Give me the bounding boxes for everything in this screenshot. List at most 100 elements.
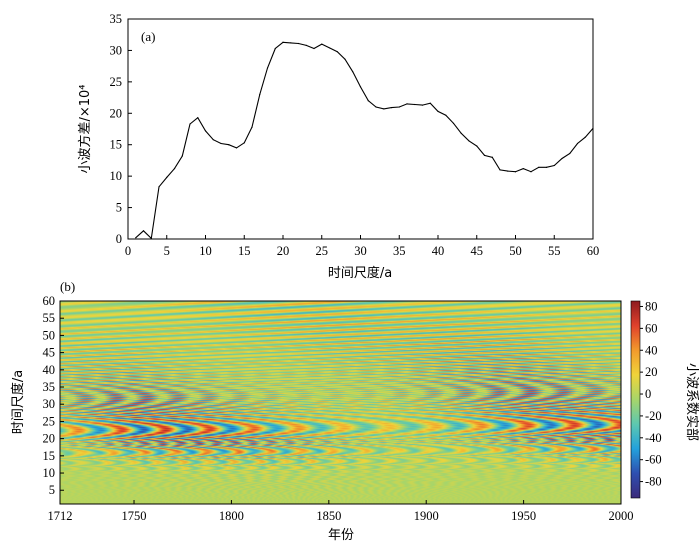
data-point (266, 67, 269, 69)
data-point (375, 106, 377, 108)
x-tick-label-a: 30 (354, 244, 367, 258)
y-tick-label-a: 25 (110, 75, 123, 89)
data-point (507, 170, 509, 172)
data-point (220, 142, 222, 145)
y-tick-label-a: 10 (110, 169, 123, 183)
data-point (592, 127, 594, 129)
data-point (522, 168, 524, 170)
y-tick-label-b: 60 (43, 294, 56, 308)
data-point (545, 166, 548, 168)
y-tick-label-b: 25 (43, 414, 56, 428)
y-tick-label-a: 35 (110, 12, 123, 26)
y-tick-label-b: 30 (43, 397, 56, 411)
y-axis-ticks-b: 5 10 15 20 25 30 35 40 45 50 55 60 (43, 294, 64, 497)
data-point (352, 71, 354, 73)
x-tick-label-a: 25 (316, 244, 329, 258)
colorbar-tick-label: -20 (645, 409, 662, 423)
y-tick-label-a: 30 (110, 43, 123, 57)
y-tick-label-b: 35 (43, 380, 56, 394)
x-tick-label-b: 1950 (511, 509, 536, 523)
x-tick-label-a: 0 (125, 244, 131, 258)
y-tick-label-a: 5 (116, 201, 122, 215)
heatmap-area (60, 301, 621, 504)
data-point (135, 237, 137, 239)
data-point (421, 104, 424, 106)
x-axis-ticks-b: 1712 1750 1800 1850 1900 1950 2000 (48, 500, 634, 523)
x-tick-label-b: 2000 (609, 509, 634, 523)
data-point (452, 122, 455, 124)
colorbar-tick-label: -60 (645, 453, 662, 467)
x-tick-label-b: 1800 (219, 509, 244, 523)
data-point (460, 132, 462, 134)
y-tick-label-b: 15 (43, 449, 56, 463)
data-point (437, 110, 439, 112)
colorbar-tick-label: 40 (645, 343, 658, 357)
colorbar-tick-label: 0 (645, 387, 651, 401)
data-point (173, 168, 176, 170)
data-point (297, 42, 300, 45)
plot-frame-b (59, 300, 622, 505)
data-point (406, 103, 408, 105)
data-point (383, 108, 385, 110)
x-tick-label-a: 45 (471, 244, 484, 258)
colorbar-label: 小波系数实部 (684, 363, 699, 441)
variance-line (135, 41, 594, 240)
panel-label-a: (a) (141, 29, 155, 44)
data-point (576, 142, 579, 145)
y-tick-label-b: 45 (43, 346, 56, 360)
data-point (344, 58, 346, 60)
data-point (359, 86, 362, 88)
data-point (584, 136, 586, 138)
data-point (445, 114, 447, 116)
variance-points (135, 41, 594, 239)
data-point (235, 147, 238, 149)
plot-frame-a (127, 18, 594, 240)
panel-label-b: (b) (60, 279, 75, 294)
x-tick-label-a: 50 (509, 244, 522, 258)
variance-chart: (a) 0 5 10 15 20 25 30 35 40 45 50 55 60 0 5 10 15 20 25 3… (77, 12, 599, 281)
x-tick-label-b: 1750 (122, 509, 147, 523)
x-tick-label-a: 20 (277, 244, 290, 258)
colorbar-tick-label: 60 (645, 321, 658, 335)
x-tick-label-a: 10 (199, 244, 212, 258)
data-point (243, 142, 245, 144)
data-point (282, 41, 284, 43)
y-axis-ticks-a: 0 5 10 15 20 25 30 35 (110, 12, 132, 246)
wavelet-chart: (b) 1712 1750 1800 1850 1900 1950 2000 5 10 15 20… (10, 279, 699, 543)
y-tick-label-a: 15 (110, 138, 123, 152)
data-point (328, 47, 331, 49)
colorbar-tick-label: -40 (645, 431, 662, 445)
data-point (321, 43, 323, 45)
data-point (476, 145, 478, 147)
data-point (259, 93, 261, 96)
data-point (414, 103, 416, 106)
colorbar: 80 60 40 20 0 -20 -40 -60 -80 小波系数实部 (630, 299, 699, 499)
data-point (390, 107, 393, 109)
x-axis-label-b: 年份 (328, 528, 354, 543)
data-point (569, 152, 571, 155)
data-point (204, 130, 207, 132)
data-point (142, 230, 145, 232)
data-point (313, 47, 315, 50)
x-tick-label-a: 55 (548, 244, 561, 258)
y-tick-label-a: 20 (110, 106, 123, 120)
data-point (181, 155, 183, 157)
y-tick-label-b: 40 (43, 363, 56, 377)
data-point (197, 117, 199, 119)
data-point (553, 164, 555, 167)
colorbar-tick-label: 80 (645, 299, 658, 313)
data-point (251, 126, 253, 128)
data-point (150, 237, 152, 239)
x-axis-label-a: 时间尺度/a (328, 265, 392, 281)
data-point (514, 171, 517, 173)
data-point (228, 144, 230, 146)
data-point (212, 139, 214, 141)
x-tick-label-a: 40 (432, 244, 445, 258)
x-axis-ticks-a: 0 5 10 15 20 25 30 35 40 45 50 55 60 (125, 235, 599, 258)
data-point (499, 169, 501, 171)
data-point (166, 176, 168, 178)
colorbar-tick-label: 20 (645, 365, 658, 379)
x-tick-label-a: 35 (393, 244, 406, 258)
data-point (305, 44, 307, 47)
